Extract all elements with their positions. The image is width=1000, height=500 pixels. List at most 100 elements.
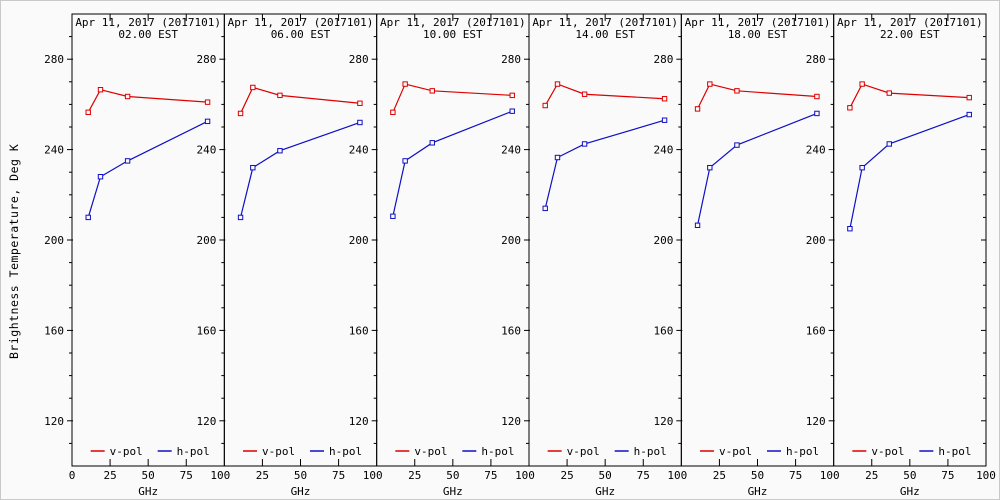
- x-tick-label: 75: [637, 469, 650, 482]
- y-tick-label: 160: [501, 324, 521, 337]
- hpol-point-marker: [847, 226, 853, 232]
- x-tick-label: 100: [210, 469, 230, 482]
- panel-title-date: Apr 11, 2017 (2017101): [685, 16, 831, 29]
- x-axis-label: GHz: [138, 485, 158, 498]
- y-tick-label: 200: [196, 234, 216, 247]
- legend-hpol-label: h-pol: [481, 445, 514, 458]
- x-axis-label: GHz: [443, 485, 463, 498]
- panel-title-time: 02.00 EST: [118, 28, 178, 41]
- y-tick-label: 120: [196, 415, 216, 428]
- y-tick-label: 120: [653, 415, 673, 428]
- x-tick-label: 100: [363, 469, 383, 482]
- panel-title-time: 10.00 EST: [423, 28, 483, 41]
- x-tick-label: 25: [256, 469, 269, 482]
- hpol-point-marker: [581, 141, 588, 147]
- y-tick-label: 160: [653, 324, 673, 337]
- hpol-point-marker: [250, 164, 256, 171]
- hpol-point-marker: [402, 158, 408, 164]
- y-tick-label: 240: [501, 144, 521, 157]
- vpol-point-marker: [581, 91, 588, 97]
- vpol-point-marker: [847, 105, 853, 111]
- y-tick-label: 280: [196, 53, 216, 66]
- vpol-line: [697, 83, 817, 110]
- x-tick-label: 0: [69, 469, 76, 482]
- y-tick-label: 240: [653, 144, 673, 157]
- vpol-point-marker: [814, 93, 820, 100]
- vpol-point-marker: [542, 102, 548, 109]
- hpol-point-marker: [237, 214, 244, 221]
- hpol-point-marker: [814, 110, 820, 117]
- hpol-line: [239, 121, 361, 218]
- y-tick-label: 200: [349, 234, 369, 247]
- hpol-point-marker: [542, 205, 548, 212]
- vpol-line: [849, 83, 970, 109]
- vpol-point-marker: [250, 84, 256, 91]
- y-tick-label: 120: [44, 415, 64, 428]
- x-tick-label: 75: [789, 469, 802, 482]
- vpol-point-marker: [85, 109, 91, 116]
- legend-hpol-label: h-pol: [177, 445, 210, 458]
- vpol-line: [392, 83, 513, 113]
- hpol-point-marker: [966, 111, 972, 118]
- y-tick-label: 240: [806, 144, 826, 157]
- vpol-point-marker: [509, 92, 515, 99]
- hpol-point-marker: [694, 222, 701, 229]
- x-tick-label: 50: [294, 469, 307, 482]
- hpol-point-marker: [859, 164, 865, 171]
- y-tick-label: 280: [501, 53, 521, 66]
- x-axis-label: GHz: [291, 485, 311, 498]
- x-tick-label: 75: [332, 469, 345, 482]
- x-tick-label: 50: [142, 469, 155, 482]
- vpol-point-marker: [402, 81, 408, 87]
- legend-vpol-label: v-pol: [719, 445, 752, 458]
- legend-vpol-label: v-pol: [414, 445, 447, 458]
- panel-title-time: 06.00 EST: [271, 28, 331, 41]
- x-axis-label: GHz: [900, 485, 920, 498]
- legend-vpol-label: v-pol: [567, 445, 600, 458]
- hpol-line: [392, 110, 513, 217]
- hpol-point-marker: [886, 141, 892, 147]
- x-tick-label: 50: [751, 469, 764, 482]
- legend-vpol-label: v-pol: [110, 445, 143, 458]
- hpol-point-marker: [390, 213, 396, 219]
- x-tick-label: 75: [180, 469, 193, 482]
- panel-title-date: Apr 11, 2017 (2017101): [228, 16, 374, 29]
- x-tick-label: 25: [103, 469, 116, 482]
- panel-title-date: Apr 11, 2017 (2017101): [532, 16, 678, 29]
- hpol-point-marker: [554, 154, 561, 161]
- vpol-point-marker: [694, 106, 701, 112]
- y-tick-label: 120: [501, 415, 521, 428]
- x-tick-label: 50: [446, 469, 459, 482]
- hpol-point-marker: [204, 118, 211, 125]
- hpol-point-marker: [707, 164, 713, 171]
- vpol-point-marker: [357, 100, 363, 106]
- x-tick-label: 50: [599, 469, 612, 482]
- y-tick-label: 200: [806, 234, 826, 247]
- hpol-point-marker: [357, 119, 363, 126]
- hpol-point-marker: [85, 214, 91, 221]
- y-tick-label: 160: [196, 324, 216, 337]
- hpol-line: [849, 114, 970, 229]
- y-tick-label: 120: [349, 415, 369, 428]
- legend-hpol-label: h-pol: [786, 445, 819, 458]
- x-tick-label: 100: [515, 469, 535, 482]
- hpol-line: [544, 119, 665, 209]
- x-tick-label: 100: [820, 469, 840, 482]
- y-tick-label: 240: [44, 144, 64, 157]
- x-tick-label: 25: [713, 469, 726, 482]
- legend-hpol-label: h-pol: [329, 445, 362, 458]
- legend-hpol-label: h-pol: [634, 445, 667, 458]
- vpol-point-marker: [707, 81, 713, 87]
- hpol-point-marker: [661, 117, 668, 123]
- hpol-point-marker: [277, 148, 283, 154]
- panel-frame: [833, 13, 987, 467]
- y-tick-label: 280: [806, 53, 826, 66]
- vpol-point-marker: [554, 81, 561, 87]
- hpol-line: [696, 112, 818, 226]
- vpol-point-marker: [886, 90, 892, 96]
- y-tick-label: 160: [806, 324, 826, 337]
- legend-vpol-label: v-pol: [262, 445, 295, 458]
- vpol-line: [87, 89, 208, 113]
